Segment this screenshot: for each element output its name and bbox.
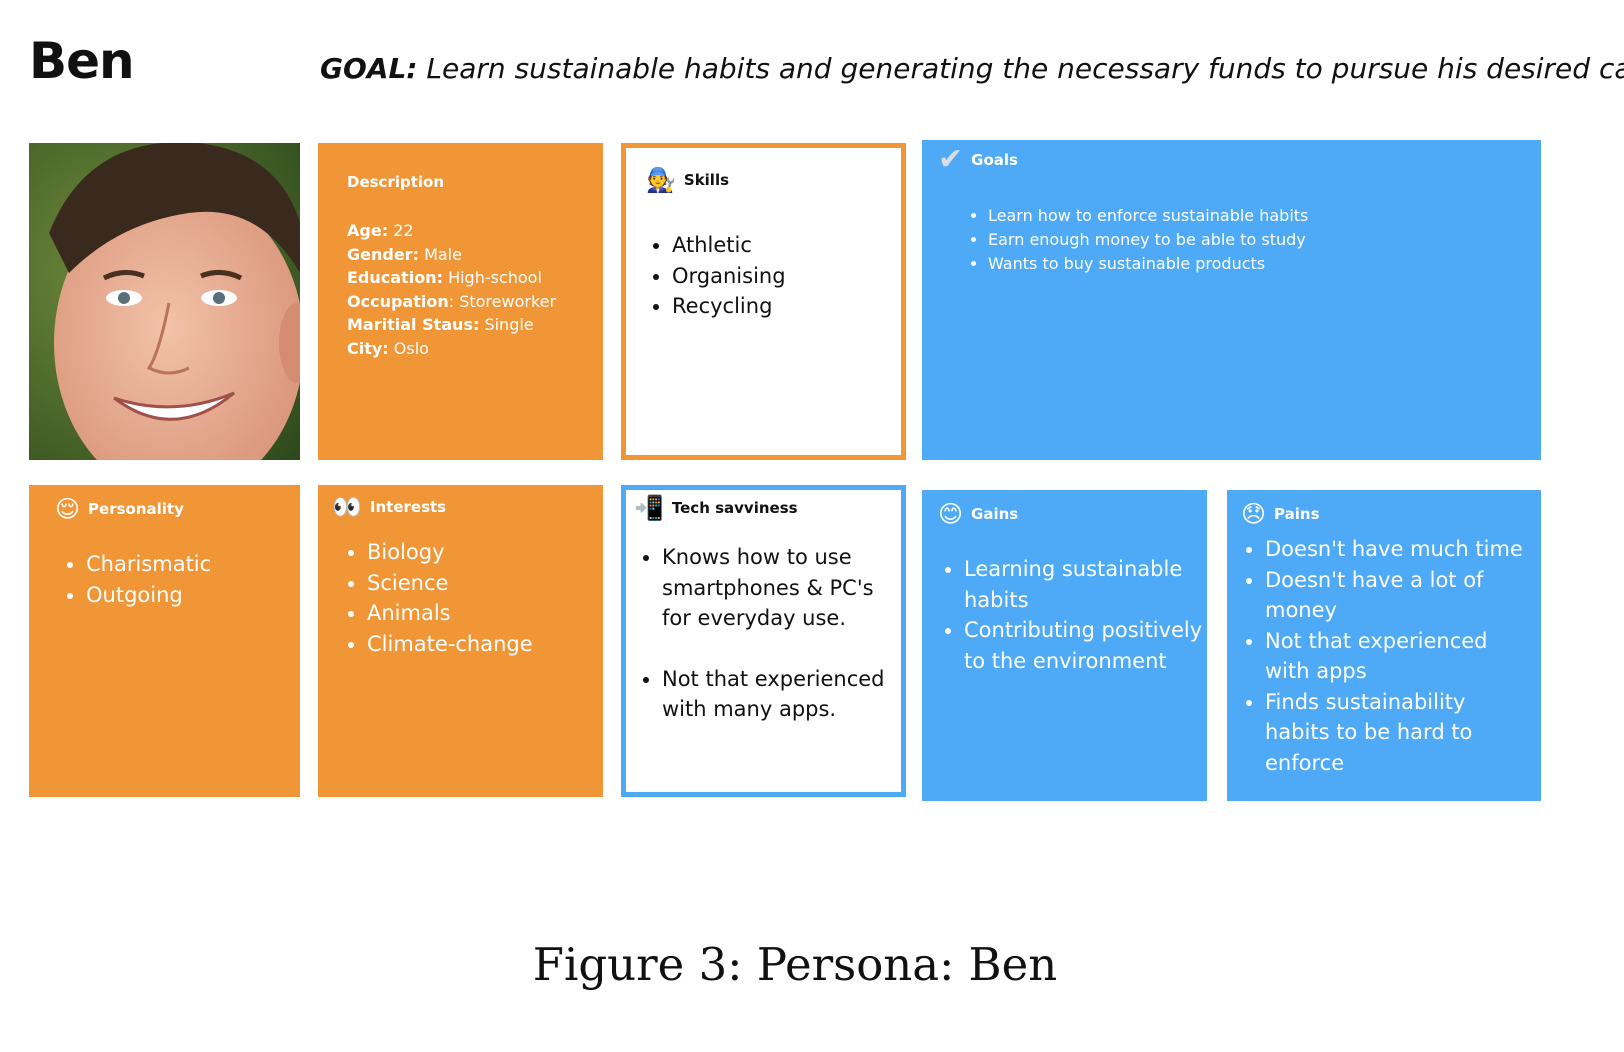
goal-text: Learn sustainable habits and generating … [426,52,1624,85]
interests-card: 👀 Interests Biology Science Animals Clim… [318,485,603,797]
skills-card: 🧑‍🔧 Skills Athletic Organising Recycling [621,143,906,460]
personality-card: 😌 Personality Charismatic Outgoing [29,485,300,797]
goals-list: Learn how to enforce sustainable habits … [962,204,1308,276]
list-item: Climate-change [367,629,533,660]
pains-header: 😞 Pains [1241,502,1320,526]
list-item: Outgoing [86,580,211,611]
field-marital-status: Maritial Staus: Single [347,315,534,334]
list-item: Athletic [672,230,786,261]
list-item: Knows how to use smartphones & PC's for … [662,542,902,634]
list-item: Not that experienced with apps [1265,626,1535,687]
field-age: Age: 22 [347,221,414,240]
skills-title: Skills [683,171,730,189]
eyes-icon: 👀 [332,493,362,521]
tech-card: 📲 Tech savviness Knows how to use smartp… [621,485,906,797]
personality-title: Personality [88,500,184,518]
tech-list: Knows how to use smartphones & PC's for … [636,542,902,725]
goal-label: GOAL: [320,52,418,85]
list-item: Wants to buy sustainable products [988,252,1308,276]
field-education: Education: High-school [347,268,542,287]
pains-list: Doesn't have much time Doesn't have a lo… [1239,534,1535,778]
list-item: Doesn't have much time [1265,534,1535,565]
figure-caption: Figure 3: Persona: Ben [532,938,1058,991]
pains-title: Pains [1274,505,1320,523]
list-item: Charismatic [86,549,211,580]
tech-title: Tech savviness [671,499,798,517]
list-item: Animals [367,598,533,629]
persona-goal: GOAL: Learn sustainable habits and gener… [320,52,1624,85]
mechanic-emoji-icon: 🧑‍🔧 [646,166,676,194]
list-item: Earn enough money to be able to study [988,228,1308,252]
interests-header: 👀 Interests [332,495,446,519]
personality-header: 😌 Personality [55,497,184,521]
gains-list: Learning sustainable habits Contributing… [938,554,1204,676]
field-city: City: Oslo [347,338,429,358]
description-fields: Age: 22 Gender: Male Education: High-sch… [347,219,556,360]
tech-header: 📲 Tech savviness [634,496,798,520]
field-occupation: Occupation: Storeworker [347,291,557,311]
list-item: Recycling [672,291,786,322]
gains-header: 😊 Gains [938,502,1018,526]
skills-header: 🧑‍🔧 Skills [646,168,729,192]
description-title: Description [347,173,445,191]
persona-name: Ben [29,32,135,90]
list-item: Learn how to enforce sustainable habits [988,204,1308,228]
interests-title: Interests [369,498,447,516]
list-item: Contributing positively to the environme… [964,615,1204,676]
portrait-image [29,143,300,460]
gains-title: Gains [971,505,1019,523]
list-item: Learning sustainable habits [964,554,1204,615]
disappointed-face-icon: 😞 [1241,500,1267,528]
personality-list: Charismatic Outgoing [60,549,211,610]
list-item: Science [367,568,533,599]
goals-title: Goals [971,151,1018,169]
pains-card: 😞 Pains Doesn't have much time Doesn't h… [1227,490,1541,801]
mobile-arrow-icon: 📲 [634,494,664,522]
list-item: Doesn't have a lot of money [1265,565,1535,626]
checkmark-icon: ✔ [938,142,964,177]
list-item: Biology [367,537,533,568]
list-item: Finds sustainability habits to be hard t… [1265,687,1535,779]
goals-header: ✔ Goals [938,142,1018,177]
list-item: Not that experienced with many apps. [662,664,902,725]
goals-card: ✔ Goals Learn how to enforce sustainable… [922,140,1541,460]
gains-card: 😊 Gains Learning sustainable habits Cont… [922,490,1207,801]
list-item: Organising [672,261,786,292]
persona-photo [29,143,300,460]
field-gender: Gender: Male [347,244,462,264]
smiling-face-icon: 😊 [938,500,964,528]
relieved-face-icon: 😌 [55,495,81,523]
interests-list: Biology Science Animals Climate-change [341,537,533,659]
description-card: Description Age: 22 Gender: Male Educati… [318,143,603,460]
skills-list: Athletic Organising Recycling [646,230,786,322]
